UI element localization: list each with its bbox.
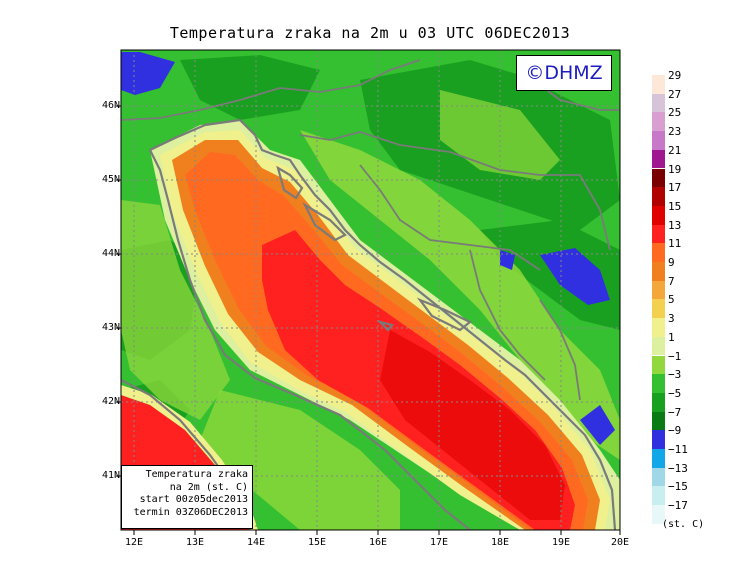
map-field: [121, 50, 620, 530]
legend-label: 21: [668, 143, 682, 157]
legend-label: −11: [668, 443, 688, 456]
lon-label: 16E: [368, 537, 388, 548]
lon-label: 20E: [610, 537, 630, 548]
legend-swatch: [652, 467, 665, 487]
legend-swatch: [652, 168, 665, 188]
legend-label: 9: [668, 256, 675, 269]
legend-swatch: [652, 187, 665, 206]
legend-swatch: [652, 299, 665, 319]
lon-label: 12E: [124, 537, 144, 548]
info-line-units: na 2m (st. C): [169, 481, 248, 493]
legend-swatch: [652, 131, 665, 150]
legend-label: 11: [668, 237, 682, 251]
legend-label: 5: [668, 293, 675, 307]
legend-swatch: [652, 75, 665, 94]
legend-label: 1: [668, 330, 675, 344]
legend-swatch: [652, 262, 665, 281]
legend-swatch: [652, 280, 665, 300]
legend-label: −7: [668, 405, 682, 419]
lon-label: 14E: [246, 537, 266, 548]
legend-label: 7: [668, 274, 675, 288]
legend-label: 25: [668, 106, 682, 120]
legend-label: 15: [668, 199, 682, 213]
legend-swatch: [652, 430, 665, 449]
legend-label: −17: [668, 499, 688, 513]
info-line-variable: Temperatura zraka: [145, 469, 248, 480]
page-title: Temperatura zraka na 2m u 03 UTC 06DEC20…: [169, 24, 571, 42]
legend-units: (st. C): [662, 519, 705, 530]
legend-swatch: [652, 205, 665, 225]
legend-label: −1: [668, 349, 682, 363]
info-line-start: start 00z05dec2013: [139, 494, 248, 505]
legend-swatch: [652, 336, 665, 356]
cold-blue-spots: [121, 52, 615, 445]
legend-label: 17: [668, 181, 682, 195]
legend-swatch: [652, 355, 665, 375]
legend-swatch: [652, 505, 665, 524]
legend-label: 3: [668, 312, 675, 326]
legend-swatch: [652, 411, 665, 431]
mild-land-bands: [121, 90, 620, 530]
map-frame: [120, 49, 621, 531]
dhmz-logo: ©DHMZ: [516, 55, 612, 91]
legend-swatch: [652, 486, 665, 506]
legend-swatch: [652, 449, 665, 468]
legend-swatch: [652, 392, 665, 412]
legend-label: 13: [668, 218, 682, 232]
legend-label: −13: [668, 461, 688, 475]
lat-label: 45N: [101, 174, 120, 185]
lon-label: 18E: [490, 537, 510, 548]
graticule: [121, 50, 620, 530]
lon-label: 19E: [551, 537, 571, 548]
legend-label: −9: [668, 424, 682, 438]
country-borders: [121, 59, 620, 401]
legend-label: 27: [668, 87, 682, 101]
sea-red-deep: [380, 330, 565, 520]
legend-swatch: [652, 149, 665, 169]
legend-label: 19: [668, 162, 682, 176]
forecast-info-box: Temperatura zraka na 2m (st. C) start 00…: [121, 465, 253, 529]
legend-label: −15: [668, 480, 688, 494]
lat-label: 44N: [101, 248, 120, 259]
lon-label: 13E: [185, 537, 205, 548]
legend-label: 29: [668, 69, 682, 82]
axis-ticks: [116, 105, 621, 535]
legend-label: −3: [668, 368, 682, 382]
legend-swatch: [652, 93, 665, 113]
legend-swatch: [652, 374, 665, 393]
lat-label: 46N: [101, 100, 120, 111]
lat-label: 43N: [101, 322, 120, 333]
lon-label: 15E: [307, 537, 327, 548]
legend-label: 23: [668, 125, 682, 139]
legend-swatch: [652, 243, 665, 262]
lat-label: 41N: [101, 470, 120, 481]
legend-swatch: [652, 318, 665, 337]
lon-label: 17E: [429, 537, 449, 548]
legend-swatch: [652, 224, 665, 244]
lat-label: 42N: [101, 396, 120, 407]
info-line-termin: termin 03Z06DEC2013: [133, 506, 248, 518]
tyrrhenian-rim: [121, 385, 258, 530]
legend-label: −5: [668, 386, 682, 400]
legend-swatch: [652, 112, 665, 132]
